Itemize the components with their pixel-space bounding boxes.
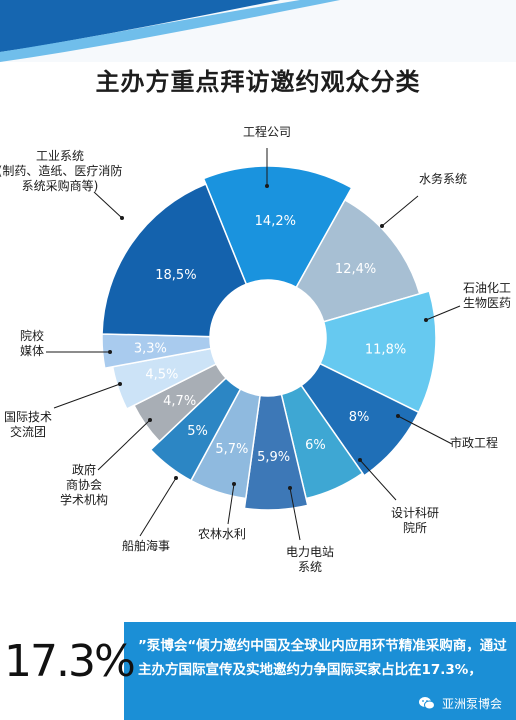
donut-slice (101, 183, 248, 338)
slice-category-label: 学术机构 (60, 492, 108, 507)
leader-line (227, 483, 235, 525)
leader-dot (380, 224, 384, 228)
slice-value-label: 8% (349, 410, 370, 425)
leader-dot (358, 458, 362, 462)
slice-value-label: 14,2% (255, 214, 296, 229)
leader-dot (120, 216, 124, 220)
leader-line (397, 415, 453, 445)
slice-category-label: 市政工程 (450, 435, 498, 450)
slice-category-label: 农林水利 (198, 527, 246, 541)
slice-value-label: 11,8% (365, 342, 406, 357)
slice-value-label: 4,7% (163, 394, 196, 409)
donut-slice (300, 362, 420, 477)
slice-value-label: 6% (305, 438, 326, 453)
slice-category-label: 电力电站 (286, 545, 334, 559)
slice-category-label: 工程公司 (243, 124, 291, 139)
leader-dot (288, 486, 292, 490)
slice-category-label: 政府 (72, 462, 96, 477)
leader-line (425, 305, 461, 321)
decorative-top-stripe (0, 0, 516, 62)
leader-line (53, 383, 121, 409)
leader-line (97, 419, 151, 471)
donut-slice (202, 165, 353, 289)
leader-line (93, 191, 123, 219)
donut-slice (319, 290, 437, 414)
slice-category-label: 院所 (403, 521, 427, 535)
slice-category-label: 国际技术 (4, 410, 52, 424)
slice-category-label: 设计科研 (391, 506, 439, 520)
big-stat-box: 17.3% (0, 622, 136, 720)
slice-value-label: 4,5% (145, 368, 178, 383)
leader-line (139, 477, 177, 537)
footer-text: ”泵博会“倾力邀约中国及全球业内应用环节精准采购商，通过主办方国际宣传及实地邀约… (138, 638, 507, 678)
chart-title: 主办方重点拜访邀约观众分类 (95, 68, 421, 96)
slice-category-label: 水务系统 (419, 171, 467, 186)
leader-dot (118, 382, 122, 386)
leader-line (381, 195, 419, 227)
slice-category-label: 石油化工 (463, 281, 511, 295)
slice-value-label: 12,4% (335, 262, 376, 277)
leader-dot (174, 476, 178, 480)
leader-line (359, 459, 397, 501)
slice-category-label: 交流团 (10, 424, 46, 439)
donut-slice (243, 393, 309, 511)
slice-category-label: 院校 (20, 328, 44, 343)
leader-dot (265, 184, 269, 188)
slice-category-label: 工业系统 (36, 149, 84, 163)
leader-line (289, 487, 301, 541)
slice-value-label: 3,3% (134, 341, 167, 356)
brand-badge: 亚洲泵博会 (418, 694, 502, 712)
big-stat: 17.3% (4, 636, 136, 687)
leader-dot (148, 418, 152, 422)
slice-category-label: 生物医药 (463, 296, 511, 310)
leader-dot (396, 414, 400, 418)
slice-value-label: 18,5% (155, 268, 196, 283)
slice-value-label: 5,9% (257, 450, 290, 465)
slice-category-label: (制药、造纸、医疗消防 (0, 163, 122, 178)
wechat-icon (418, 697, 435, 710)
leader-dot (108, 350, 112, 354)
footer-banner: 17.3% ”泵博会“倾力邀约中国及全球业内应用环节精准采购商，通过主办方国际宣… (0, 622, 516, 720)
slice-category-label: 船舶海事 (122, 538, 170, 553)
brand-name: 亚洲泵博会 (441, 696, 502, 711)
slice-category-label: 媒体 (20, 344, 44, 358)
slice-category-label: 商协会 (66, 477, 102, 492)
leader-dot (424, 318, 428, 322)
leader-dot (232, 482, 236, 486)
slice-value-label: 5% (187, 424, 208, 439)
slice-category-label: 系统 (298, 560, 322, 574)
slice-category-label: 系统采购商等) (22, 178, 99, 193)
slice-value-label: 5,7% (215, 442, 248, 457)
